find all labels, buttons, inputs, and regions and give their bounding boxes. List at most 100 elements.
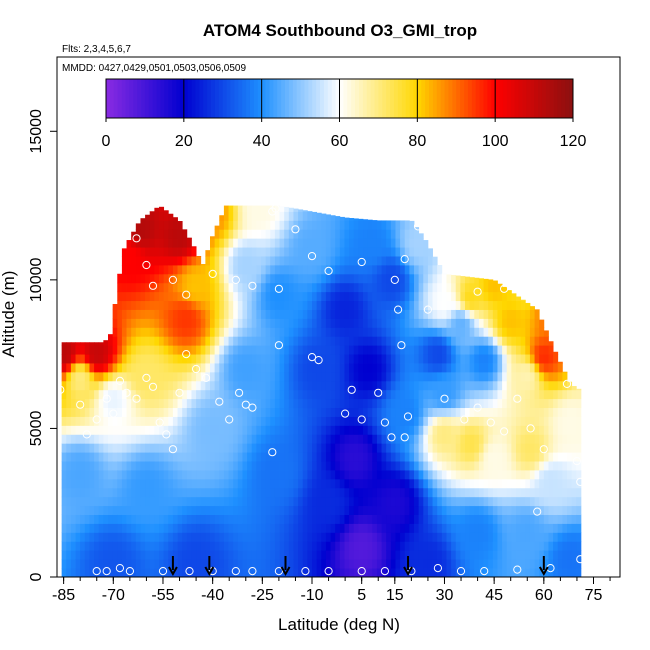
heatmap-cell (506, 559, 512, 569)
heatmap-cell (557, 389, 563, 400)
heatmap-cell (117, 380, 123, 391)
heatmap-cell (223, 265, 229, 275)
heatmap-cell (529, 380, 535, 391)
heatmap-cell (75, 496, 81, 507)
heatmap-cell (367, 496, 373, 507)
heatmap-cell (61, 443, 67, 453)
heatmap-cell (516, 541, 522, 551)
heatmap-cell (108, 532, 114, 542)
heatmap-cell (307, 434, 313, 444)
heatmap-cell (154, 265, 160, 275)
heatmap-cell (270, 514, 276, 524)
colorbar-segment (553, 79, 558, 118)
heatmap-cell (121, 389, 127, 400)
heatmap-cell (478, 523, 484, 533)
flight-sample-point (460, 415, 469, 424)
heatmap-cell (154, 452, 160, 462)
heatmap-cell (548, 487, 554, 498)
heatmap-cell (335, 523, 341, 533)
heatmap-cell (163, 300, 169, 310)
heatmap-cell (492, 354, 498, 364)
heatmap-cell (237, 470, 243, 480)
heatmap-cell (131, 231, 137, 239)
heatmap-cell (325, 523, 331, 533)
heatmap-cell (186, 434, 192, 444)
heatmap-cell (168, 407, 174, 417)
heatmap-cell (497, 568, 503, 578)
heatmap-cell (274, 265, 280, 275)
heatmap-cell (302, 300, 308, 310)
heatmap-cell (66, 342, 72, 346)
heatmap-cell (200, 505, 206, 515)
heatmap-cell (145, 214, 151, 221)
heatmap-cell (163, 389, 169, 400)
heatmap-cell (465, 461, 471, 471)
heatmap-cell (274, 345, 280, 355)
heatmap-cell (539, 523, 545, 533)
heatmap-cell (279, 559, 285, 569)
heatmap-cell (363, 487, 369, 498)
heatmap-cell (288, 211, 294, 221)
heatmap-cell (196, 389, 202, 400)
heatmap-cell (228, 265, 234, 275)
heatmap-cell (66, 407, 72, 417)
heatmap-cell (330, 496, 336, 507)
heatmap-cell (414, 505, 420, 515)
heatmap-cell (539, 487, 545, 498)
heatmap-cell (219, 532, 225, 542)
heatmap-cell (80, 354, 86, 364)
heatmap-cell (553, 371, 559, 382)
heatmap-cell (492, 407, 498, 417)
heatmap-cell (121, 327, 127, 337)
heatmap-cell (298, 505, 304, 515)
heatmap-cell (98, 443, 104, 453)
heatmap-cell (70, 532, 76, 542)
heatmap-cell (270, 336, 276, 346)
heatmap-cell (293, 487, 299, 498)
heatmap-cell (474, 389, 480, 400)
heatmap-cell (182, 487, 188, 498)
heatmap-cell (261, 354, 267, 364)
heatmap-cell (168, 247, 174, 257)
heatmap-cell (237, 461, 243, 471)
heatmap-cell (265, 354, 271, 364)
heatmap-cell (455, 345, 461, 355)
heatmap-cell (117, 300, 123, 310)
flight-sample-point (235, 388, 244, 397)
heatmap-cell (409, 389, 415, 400)
heatmap-cell (367, 559, 373, 569)
heatmap-cell (381, 380, 387, 391)
heatmap-cell (210, 416, 216, 426)
heatmap-cell (265, 238, 271, 248)
heatmap-cell (112, 371, 118, 382)
heatmap-cell (548, 461, 554, 471)
heatmap-cell (140, 550, 146, 560)
heatmap-cell (520, 461, 526, 471)
colorbar-segment (288, 79, 294, 118)
heatmap-cell (154, 550, 160, 560)
heatmap-cell (140, 354, 146, 364)
heatmap-cell (61, 523, 67, 533)
heatmap-cell (372, 265, 378, 275)
heatmap-cell (339, 389, 345, 400)
heatmap-cell (191, 514, 197, 524)
heatmap-cell (330, 434, 336, 444)
heatmap-cell (196, 354, 202, 364)
heatmap-cell (256, 416, 262, 426)
colorbar-segment (506, 79, 512, 118)
heatmap-cell (159, 407, 165, 417)
heatmap-cell (349, 282, 355, 293)
heatmap-cell (339, 470, 345, 480)
heatmap-cell (163, 470, 169, 480)
heatmap-cell (302, 363, 308, 373)
heatmap-cell (576, 505, 582, 515)
heatmap-cell (94, 345, 100, 355)
heatmap-cell (182, 443, 188, 453)
heatmap-cell (135, 407, 141, 417)
heatmap-cell (511, 461, 517, 471)
heatmap-cell (427, 559, 433, 569)
heatmap-cell (363, 559, 369, 569)
heatmap-cell (177, 425, 183, 435)
heatmap-cell (312, 229, 318, 239)
heatmap-cell (140, 265, 146, 275)
